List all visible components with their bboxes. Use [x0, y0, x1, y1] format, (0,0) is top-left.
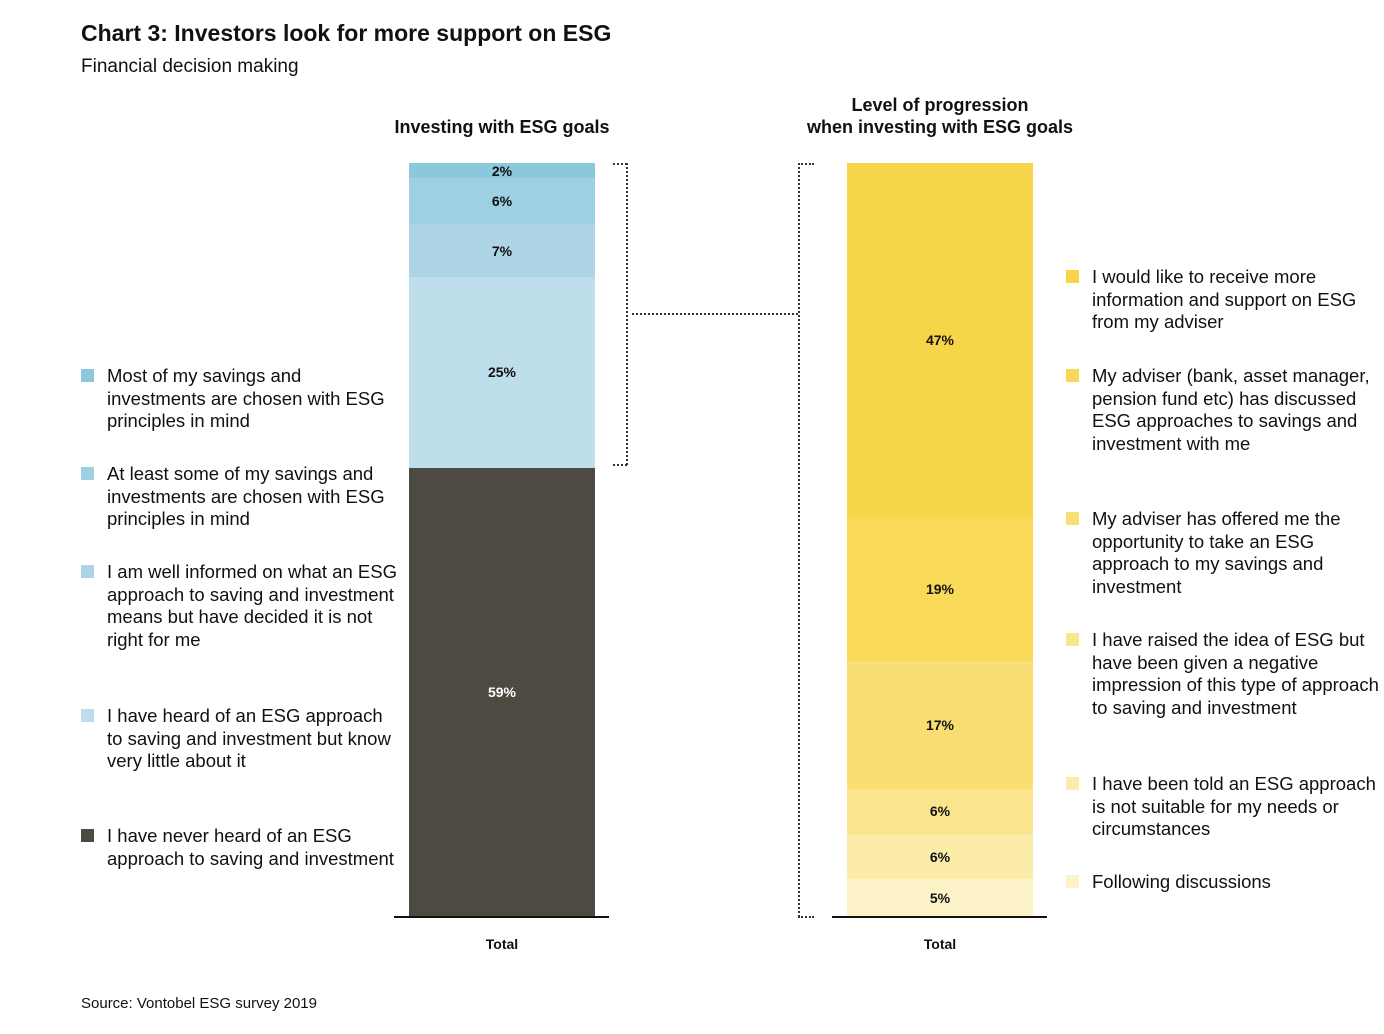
bar-segment: 7%: [409, 223, 595, 278]
right-title-line1: Level of progression: [851, 95, 1029, 115]
legend-item: I have raised the idea of ESG but have b…: [1066, 629, 1382, 719]
bar-segment: 47%: [847, 163, 1033, 518]
legend-swatch: [81, 829, 94, 842]
legend-label: I would like to receive more information…: [1092, 266, 1357, 332]
data-label: 7%: [491, 242, 513, 259]
left-baseline: [394, 916, 609, 918]
bracket-left: [626, 163, 628, 465]
legend-label: My adviser has offered me the opportunit…: [1092, 508, 1341, 597]
data-label: 59%: [487, 684, 517, 701]
right-panel-title: Level of progression when investing with…: [760, 94, 1120, 138]
legend-item: My adviser (bank, asset manager, pension…: [1066, 365, 1382, 455]
bar-segment: 5%: [847, 879, 1033, 917]
legend-item: I have never heard of an ESG approach to…: [81, 825, 397, 870]
data-label: 25%: [487, 364, 517, 381]
legend-label: My adviser (bank, asset manager, pension…: [1092, 365, 1370, 454]
data-label: 6%: [929, 848, 951, 865]
source-note: Source: Vontobel ESG survey 2019: [81, 995, 317, 1012]
data-label: 17%: [925, 716, 955, 733]
data-label: 47%: [925, 332, 955, 349]
legend-item: My adviser has offered me the opportunit…: [1066, 508, 1382, 598]
data-label: 6%: [491, 193, 513, 210]
legend-item: Following discussions: [1066, 871, 1382, 894]
legend-item: At least some of my savings and investme…: [81, 463, 397, 531]
left-panel-title: Investing with ESG goals: [394, 117, 610, 137]
left-x-label: Total: [485, 936, 519, 952]
bar-segment: 19%: [847, 517, 1033, 661]
left-stacked-bar: 2% 6% 7% 25% 59%: [409, 163, 595, 917]
bar-segment: 6%: [847, 834, 1033, 880]
legend-swatch: [81, 369, 94, 382]
bar-segment: 6%: [847, 788, 1033, 835]
right-title-line2: when investing with ESG goals: [806, 117, 1074, 137]
legend-swatch: [1066, 369, 1079, 382]
legend-item: Most of my savings and investments are c…: [81, 365, 397, 433]
legend-swatch: [81, 467, 94, 480]
bracket-right: [798, 163, 800, 917]
data-label: 2%: [491, 162, 513, 179]
legend-label: I have been told an ESG approach is not …: [1092, 773, 1376, 839]
legend-item: I would like to receive more information…: [1066, 266, 1382, 334]
legend-label: I have raised the idea of ESG but have b…: [1092, 629, 1379, 718]
bar-segment: 59%: [409, 467, 595, 917]
legend-swatch: [1066, 777, 1079, 790]
legend-label: Most of my savings and investments are c…: [107, 365, 385, 431]
bracket-bottom: [613, 464, 627, 466]
legend-swatch: [1066, 270, 1079, 283]
legend-label: At least some of my savings and investme…: [107, 463, 385, 529]
chart-subtitle: Financial decision making: [81, 56, 299, 77]
connector-line: [632, 313, 798, 315]
bracket-top: [613, 163, 627, 165]
legend-item: I am well informed on what an ESG approa…: [81, 561, 397, 651]
bar-segment: 6%: [409, 178, 595, 224]
bar-segment: 25%: [409, 277, 595, 468]
right-stacked-bar: 47% 19% 17% 6% 6% 5%: [847, 163, 1033, 917]
legend-swatch: [1066, 512, 1079, 525]
legend-swatch: [81, 565, 94, 578]
data-label: 5%: [929, 890, 951, 907]
legend-label: I am well informed on what an ESG approa…: [107, 561, 397, 650]
right-baseline: [832, 916, 1047, 918]
bracket-right-bottom: [798, 916, 814, 918]
legend-item: I have heard of an ESG approach to savin…: [81, 705, 397, 773]
data-label: 19%: [925, 581, 955, 597]
legend-swatch: [81, 709, 94, 722]
legend-swatch: [1066, 633, 1079, 646]
legend-item: I have been told an ESG approach is not …: [1066, 773, 1382, 841]
data-label: 6%: [929, 803, 951, 820]
legend-swatch: [1066, 875, 1079, 888]
legend-label: Following discussions: [1092, 871, 1271, 892]
legend-label: I have never heard of an ESG approach to…: [107, 825, 394, 869]
chart-title: Chart 3: Investors look for more support…: [81, 20, 612, 46]
bar-segment: 17%: [847, 660, 1033, 789]
legend-label: I have heard of an ESG approach to savin…: [107, 705, 391, 771]
right-x-label: Total: [923, 936, 957, 952]
bracket-right-top: [798, 163, 814, 165]
bar-segment: 2%: [409, 162, 595, 179]
